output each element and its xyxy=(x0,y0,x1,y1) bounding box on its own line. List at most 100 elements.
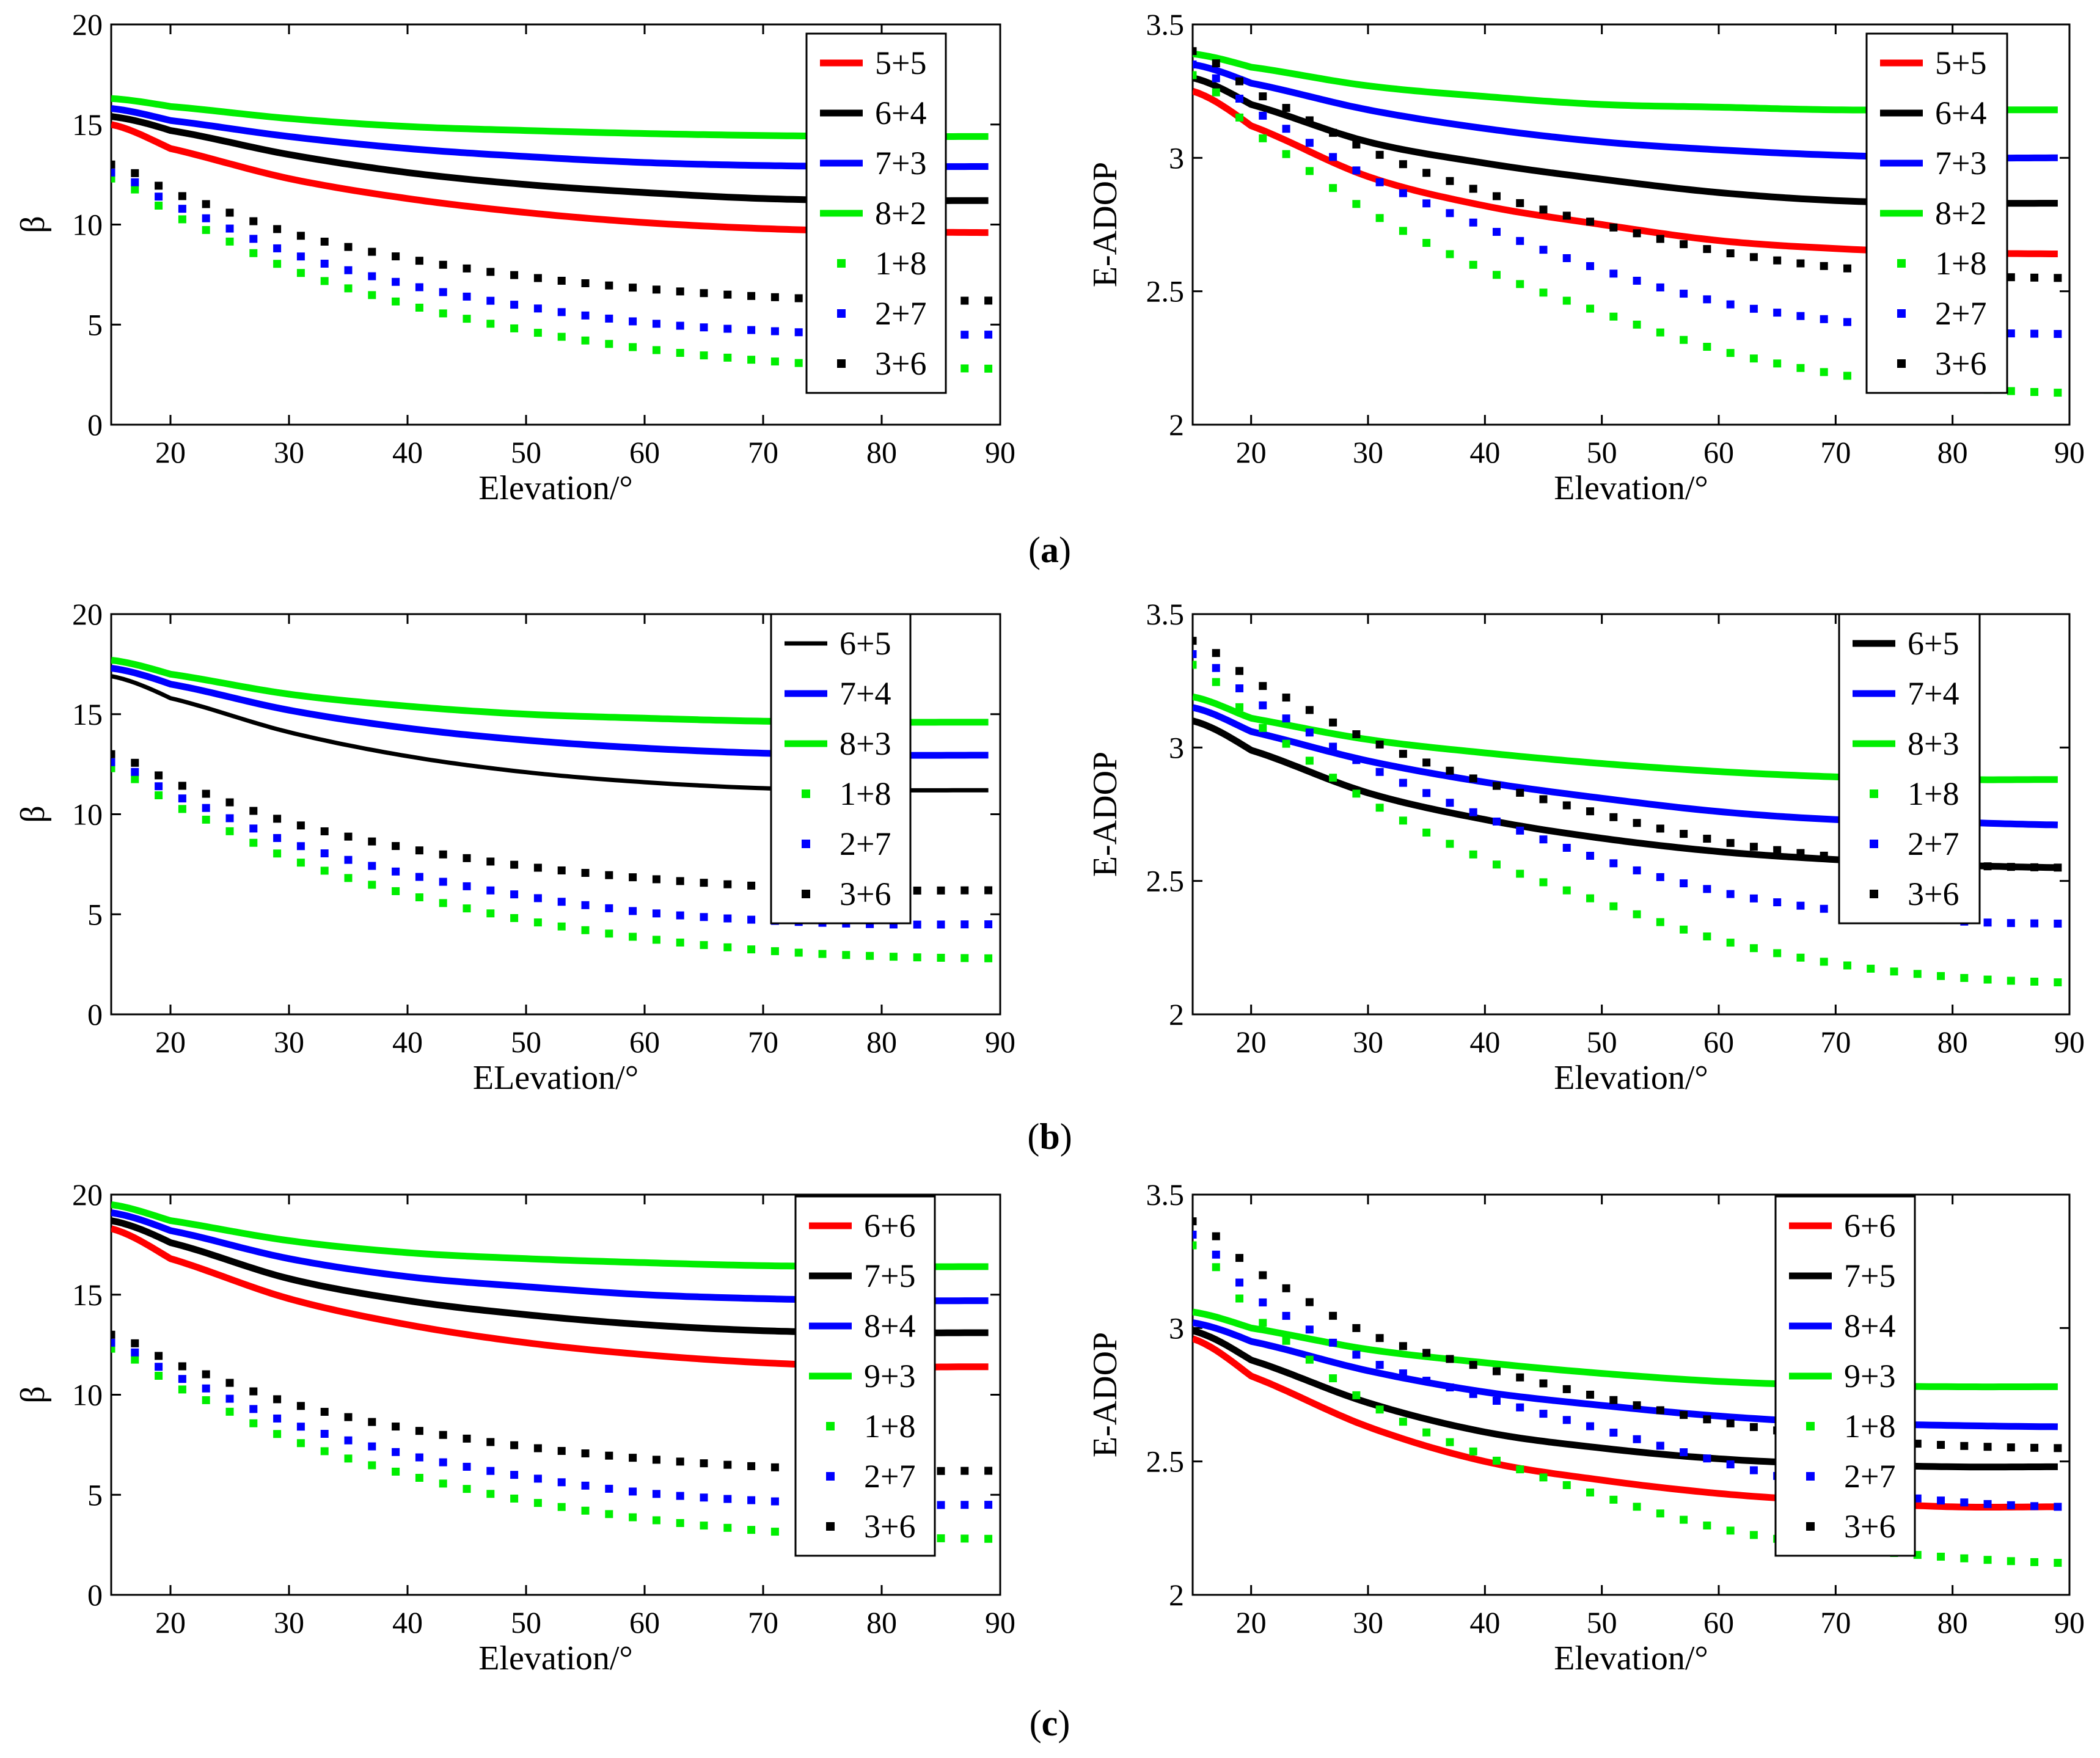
series-point xyxy=(178,805,186,813)
series-point xyxy=(368,1461,376,1470)
series-point xyxy=(1446,1355,1454,1363)
y-tick-label: 5 xyxy=(87,307,103,342)
series-point xyxy=(368,862,376,870)
series-point xyxy=(723,1523,732,1532)
series-point xyxy=(581,336,590,345)
series-point xyxy=(629,1454,637,1462)
series-point xyxy=(1469,1447,1477,1456)
series-point xyxy=(652,1516,660,1525)
series-point xyxy=(533,274,542,282)
series-point xyxy=(747,1496,756,1504)
series-point xyxy=(273,260,282,268)
x-tick-label: 80 xyxy=(866,435,897,469)
series-point xyxy=(629,1487,637,1496)
series-point xyxy=(2007,329,2015,338)
series-point xyxy=(1235,94,1244,103)
series-point xyxy=(1282,714,1290,723)
series-point xyxy=(652,346,660,354)
series-point xyxy=(1516,1403,1524,1412)
series-point xyxy=(1539,1473,1548,1482)
series-point xyxy=(463,315,471,323)
series-point xyxy=(960,1501,969,1509)
x-tick-label: 30 xyxy=(1353,1025,1383,1059)
series-point xyxy=(1352,756,1361,764)
series-point xyxy=(676,1492,684,1500)
series-point xyxy=(392,887,400,895)
series-point xyxy=(510,301,519,309)
series-point xyxy=(1516,1465,1524,1474)
series-point xyxy=(320,1430,329,1438)
y-tick-label: 10 xyxy=(72,208,103,242)
series-point xyxy=(1820,904,1828,913)
series-point xyxy=(111,174,115,183)
series-point xyxy=(1282,739,1290,748)
y-tick-label: 2 xyxy=(1169,997,1184,1031)
series-point xyxy=(202,815,210,824)
series-point xyxy=(486,1438,495,1446)
series-point xyxy=(700,323,708,332)
series-point xyxy=(1305,116,1314,125)
series-point xyxy=(676,287,684,296)
series-point xyxy=(557,1503,566,1511)
series-point xyxy=(1422,199,1431,208)
legend-label: 1+8 xyxy=(864,1408,915,1445)
series-point xyxy=(984,1501,993,1509)
x-tick-label: 60 xyxy=(1703,435,1734,469)
series-point xyxy=(1469,808,1477,816)
series-point xyxy=(913,920,921,929)
series-point xyxy=(1562,843,1571,852)
x-tick-label: 40 xyxy=(1469,1025,1500,1059)
y-tick-label: 2 xyxy=(1169,408,1184,442)
legend-label: 6+4 xyxy=(875,95,926,131)
series-point xyxy=(1329,774,1337,782)
series-point xyxy=(700,913,708,921)
series-point xyxy=(1282,1311,1290,1320)
legend-label: 6+6 xyxy=(864,1207,915,1244)
series-point xyxy=(2054,863,2062,872)
series-point xyxy=(1539,795,1548,804)
series-point xyxy=(1586,1390,1595,1399)
series-point xyxy=(1212,88,1220,97)
series-point xyxy=(1820,368,1828,376)
x-tick-label: 60 xyxy=(1703,1605,1734,1639)
series-point xyxy=(320,849,329,858)
series-point xyxy=(2030,919,2039,928)
series-point xyxy=(1375,767,1384,776)
y-tick-label: 2 xyxy=(1169,1578,1184,1612)
series-point xyxy=(1586,894,1595,903)
series-point xyxy=(1633,910,1641,918)
series-point xyxy=(794,359,803,367)
series-point xyxy=(1375,1361,1384,1369)
series-point xyxy=(1820,958,1828,966)
series-point xyxy=(225,827,234,835)
y-tick-label: 20 xyxy=(72,597,103,631)
series-point xyxy=(1890,967,1898,976)
series-point xyxy=(296,842,305,851)
series-point xyxy=(1680,1411,1688,1419)
series-point xyxy=(960,886,969,895)
series-point xyxy=(1329,1311,1337,1320)
x-tick-label: 40 xyxy=(392,1605,423,1639)
legend-label: 3+6 xyxy=(1844,1508,1895,1545)
y-tick-label: 15 xyxy=(72,108,103,142)
series-point xyxy=(392,297,400,306)
series-point xyxy=(913,886,921,895)
series-point xyxy=(1516,788,1524,797)
series-point xyxy=(2054,274,2062,282)
y-tick-label: 5 xyxy=(87,897,103,931)
series-point xyxy=(155,202,163,210)
y-tick-label: 15 xyxy=(72,1278,103,1312)
series-point xyxy=(1703,1415,1711,1424)
series-point xyxy=(463,904,471,913)
series-point xyxy=(463,1434,471,1443)
x-tick-label: 80 xyxy=(1937,1605,1968,1639)
series-point xyxy=(344,266,353,274)
series-point xyxy=(249,1405,258,1413)
series-point xyxy=(937,1467,945,1475)
series-point xyxy=(747,291,756,300)
series-point xyxy=(1749,354,1758,363)
x-tick-label: 50 xyxy=(1587,435,1617,469)
x-tick-label: 70 xyxy=(748,1025,778,1059)
series-point xyxy=(1446,840,1454,848)
y-tick-label: 3.5 xyxy=(1146,1177,1185,1212)
